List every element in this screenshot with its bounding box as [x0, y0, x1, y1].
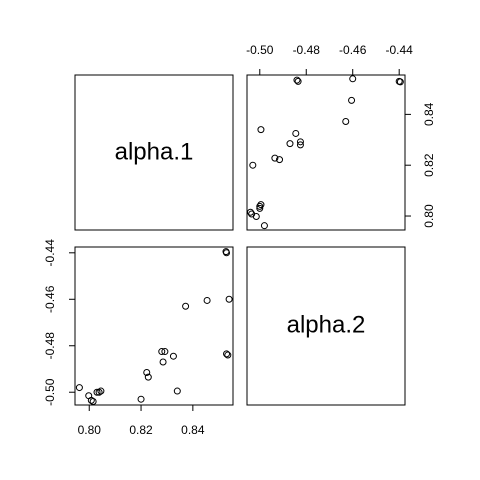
scatter-point-lower — [203, 296, 211, 304]
scatter-point-lower — [169, 352, 177, 360]
scatter-point-lower — [95, 388, 103, 396]
scatter-point-upper — [342, 118, 350, 125]
scatter-point-upper — [276, 156, 284, 164]
bottom-axis-tick-label: 0.80 — [78, 423, 102, 437]
scatter-point-upper — [294, 77, 302, 85]
scatter-point-lower — [158, 348, 166, 356]
bottom-axis-tick-label: 0.82 — [129, 423, 153, 437]
bottom-axis-tick-label: 0.84 — [181, 423, 205, 437]
upper-scatter-points — [246, 75, 404, 230]
left-axis-tick-label: -0.46 — [43, 285, 57, 313]
scatter-point-upper — [246, 208, 254, 216]
scatter-point-lower — [224, 351, 232, 359]
panel-bottom-right — [246, 246, 406, 406]
scatter-point-lower — [159, 358, 167, 366]
left-axis-tick-label: -0.44 — [43, 239, 57, 267]
diag-label-alpha-1: alpha.1 — [115, 138, 194, 165]
axes-group: -0.50 -0.48 -0.46 -0.44 0.80 0.82 0.84 -0.50 -0.… — [43, 43, 436, 437]
scatter-point-lower — [222, 248, 230, 256]
scatter-point-lower — [97, 387, 105, 395]
panel-top-right — [246, 74, 406, 231]
scatter-point-upper — [349, 75, 357, 83]
scatter-point-upper — [260, 222, 268, 230]
scatter-point-upper — [248, 210, 256, 218]
left-axis-tick-label: -0.50 — [43, 378, 57, 406]
scatter-point-upper — [292, 129, 300, 137]
scatter-point-lower — [182, 302, 190, 310]
scatter-point-upper — [257, 126, 265, 134]
top-axis-tick-label: -0.44 — [386, 43, 414, 57]
scatter-point-upper — [396, 78, 404, 86]
top-axis-tick-label: -0.50 — [246, 43, 274, 57]
scatter-point-lower — [173, 387, 181, 395]
left-axis-tick-label: -0.48 — [43, 332, 57, 360]
lower-scatter-points — [75, 248, 233, 406]
right-axis-tick-label: 0.80 — [422, 204, 436, 228]
scatter-point-lower — [87, 396, 95, 404]
scatter-point-lower — [143, 368, 151, 376]
scatter-point-upper — [271, 154, 279, 162]
scatter-point-lower — [144, 373, 152, 381]
scatter-point-upper — [257, 201, 265, 209]
panel-top-left — [74, 74, 234, 231]
panel-bottom-left — [74, 246, 234, 406]
scatter-point-lower — [89, 398, 97, 406]
scatter-point-upper — [348, 96, 356, 104]
top-axis-tick-label: -0.48 — [293, 43, 321, 57]
scatter-point-upper — [293, 76, 301, 84]
scatter-point-lower — [225, 295, 233, 303]
scatter-point-lower — [223, 350, 231, 358]
scatter-point-upper — [256, 202, 264, 210]
scatter-point-lower — [137, 395, 145, 403]
right-axis-tick-label: 0.82 — [422, 153, 436, 177]
right-axis-tick-label: 0.84 — [422, 102, 436, 126]
scatter-point-upper — [286, 140, 294, 148]
scatter-point-lower — [93, 388, 101, 396]
scatter-point-upper — [249, 161, 257, 169]
scatter-point-upper — [256, 204, 264, 212]
diag-label-alpha-2: alpha.2 — [287, 311, 366, 338]
scatter-point-lower — [161, 348, 169, 356]
top-axis-tick-label: -0.46 — [339, 43, 367, 57]
scatter-point-upper — [296, 141, 304, 149]
scatter-point-upper — [296, 138, 304, 146]
scatter-point-lower — [75, 384, 83, 392]
